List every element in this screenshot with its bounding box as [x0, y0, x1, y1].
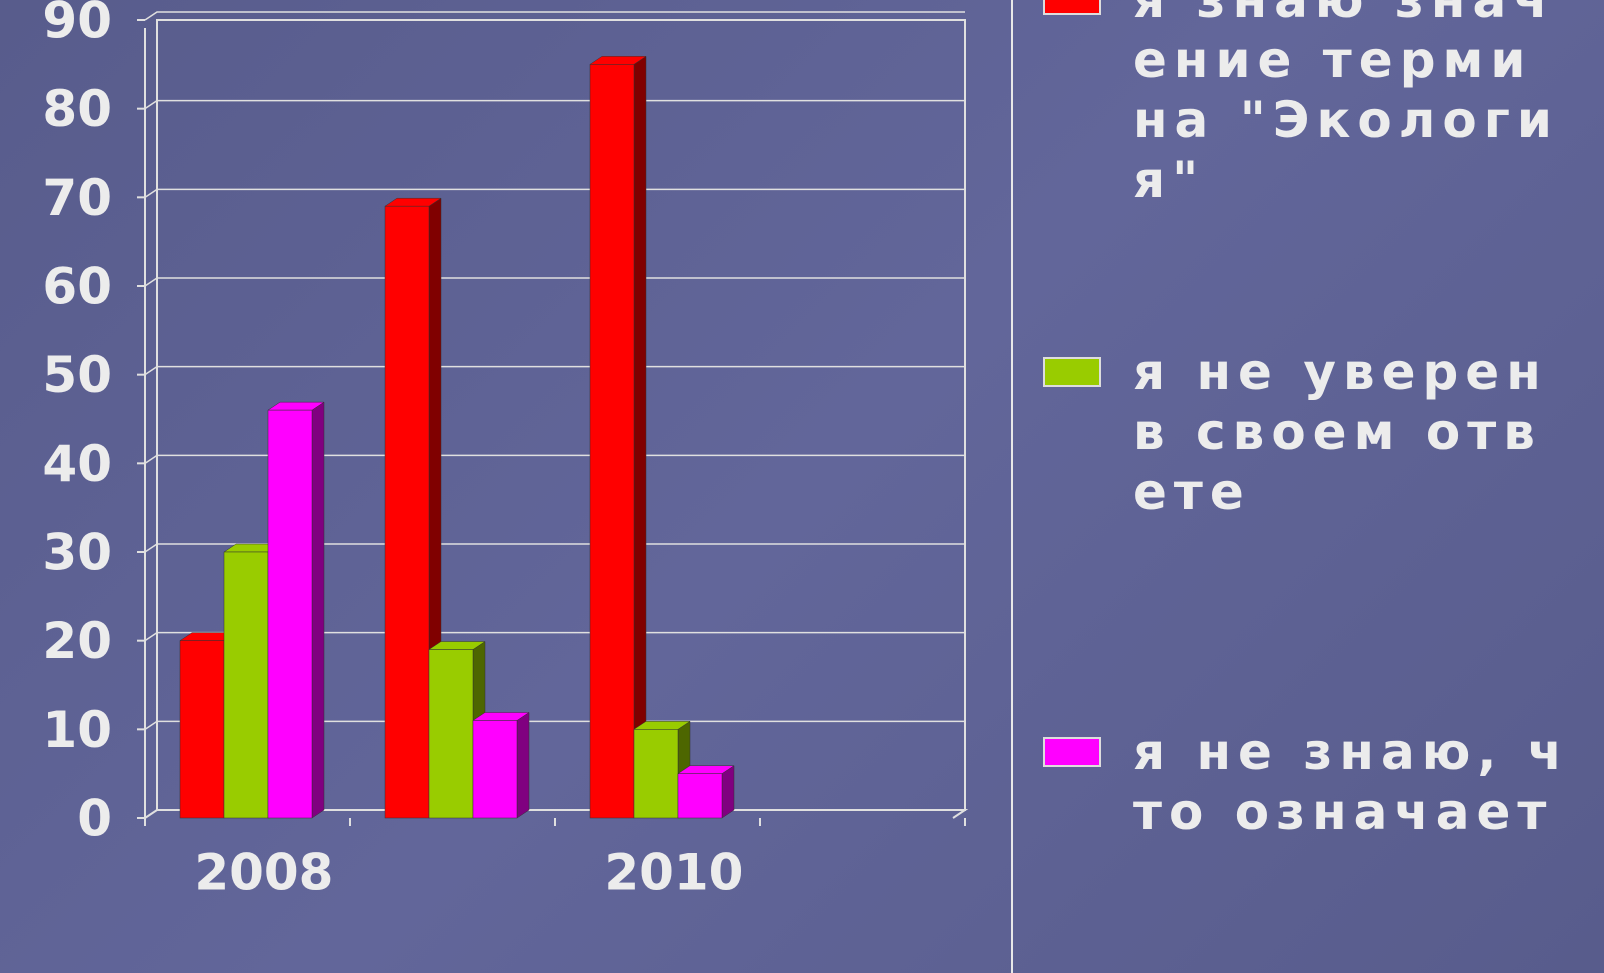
y-tick-label: 70	[42, 169, 112, 227]
grid-line	[144, 454, 965, 464]
grid-line	[144, 11, 965, 21]
grid-line	[144, 543, 965, 553]
y-tick-label: 60	[42, 258, 112, 316]
bar-3d	[472, 711, 530, 819]
bar-3d	[677, 765, 735, 819]
bar-side	[721, 765, 735, 819]
bar	[267, 409, 313, 819]
bar	[384, 205, 430, 819]
legend-label: я знаю значение термина "Экология"	[1133, 0, 1559, 209]
bar-side	[633, 55, 647, 819]
legend-swatch	[1043, 737, 1101, 767]
legend-label: я не знаю, что означает	[1133, 723, 1570, 841]
legend-swatch	[1043, 0, 1101, 15]
grid-line	[144, 99, 965, 110]
y-tick-label: 90	[42, 0, 112, 50]
y-tick-label: 40	[42, 435, 112, 493]
bar	[633, 729, 679, 819]
y-tick-label: 50	[42, 346, 112, 404]
legend-swatch	[1043, 357, 1101, 387]
y-tick-label: 0	[77, 790, 112, 848]
bar-3d	[267, 401, 325, 819]
bar-side	[516, 711, 530, 819]
bar	[223, 551, 269, 819]
grid-line	[144, 631, 965, 642]
legend-label: я не уверен в своем ответе	[1133, 343, 1548, 521]
bar	[428, 649, 474, 819]
bar	[472, 720, 518, 819]
bar-side	[311, 401, 325, 819]
grid-line	[144, 365, 965, 376]
grid-line	[144, 277, 965, 287]
bar	[677, 773, 723, 819]
bar	[589, 64, 635, 819]
y-tick-label: 10	[42, 701, 112, 759]
bar-3d	[589, 55, 647, 819]
x-tick-label: 2008	[194, 844, 333, 902]
bar	[179, 640, 225, 819]
y-tick-label: 20	[42, 612, 112, 670]
y-tick-label: 30	[42, 524, 112, 582]
x-tick-label: 2010	[604, 844, 743, 902]
grid-line	[144, 720, 965, 730]
y-tick-label: 80	[42, 80, 112, 138]
grid-line	[144, 188, 965, 198]
